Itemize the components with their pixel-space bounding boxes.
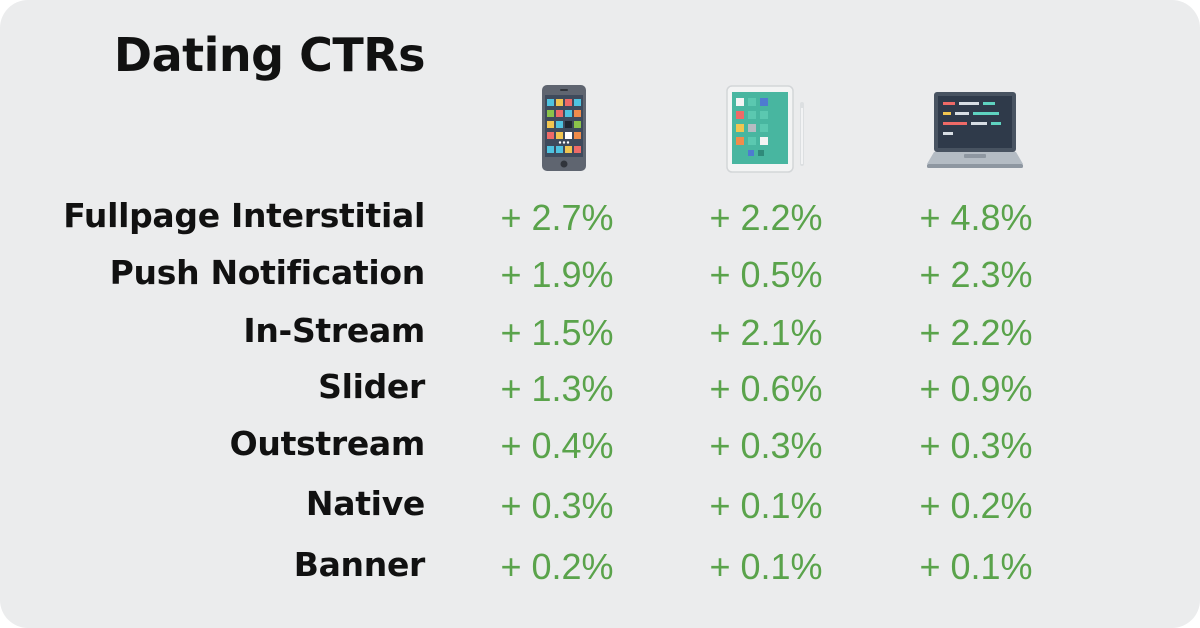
row-label: Fullpage Interstitial	[63, 196, 425, 235]
ctr-value: + 0.3%	[709, 425, 823, 466]
ctr-value: + 0.9%	[919, 368, 1033, 409]
ctr-value: + 2.3%	[919, 254, 1033, 295]
row-label: Slider	[318, 367, 425, 406]
row-label: In-Stream	[243, 311, 425, 350]
ctr-value: + 0.6%	[709, 368, 823, 409]
ctr-value: + 1.3%	[500, 368, 614, 409]
tablet-icon	[726, 85, 804, 173]
ctr-value: + 1.5%	[500, 312, 614, 353]
smartphone-icon	[542, 85, 586, 171]
ctr-value: + 0.5%	[709, 254, 823, 295]
ctr-value: + 0.2%	[919, 485, 1033, 526]
ctr-value: + 0.1%	[709, 485, 823, 526]
row-label: Native	[305, 484, 425, 523]
ctr-value: + 2.2%	[919, 312, 1033, 353]
ctr-value: + 0.4%	[500, 425, 614, 466]
chart-title: Dating CTRs	[113, 28, 426, 82]
ctr-value: + 2.2%	[709, 197, 823, 238]
ctr-value: + 4.8%	[919, 197, 1033, 238]
ctr-value: + 0.3%	[500, 485, 614, 526]
row-label: Outstream	[229, 424, 426, 463]
ctr-value: + 0.1%	[919, 546, 1033, 587]
laptop-icon	[927, 92, 1023, 168]
ctr-value: + 0.2%	[500, 546, 614, 587]
ctr-value: + 2.7%	[500, 197, 614, 238]
row-label: Banner	[293, 545, 426, 584]
ctr-value: + 2.1%	[709, 312, 823, 353]
ctr-value: + 1.9%	[500, 254, 614, 295]
row-label: Push Notification	[109, 253, 426, 292]
ctr-value: + 0.1%	[709, 546, 823, 587]
ctr-value: + 0.3%	[919, 425, 1033, 466]
